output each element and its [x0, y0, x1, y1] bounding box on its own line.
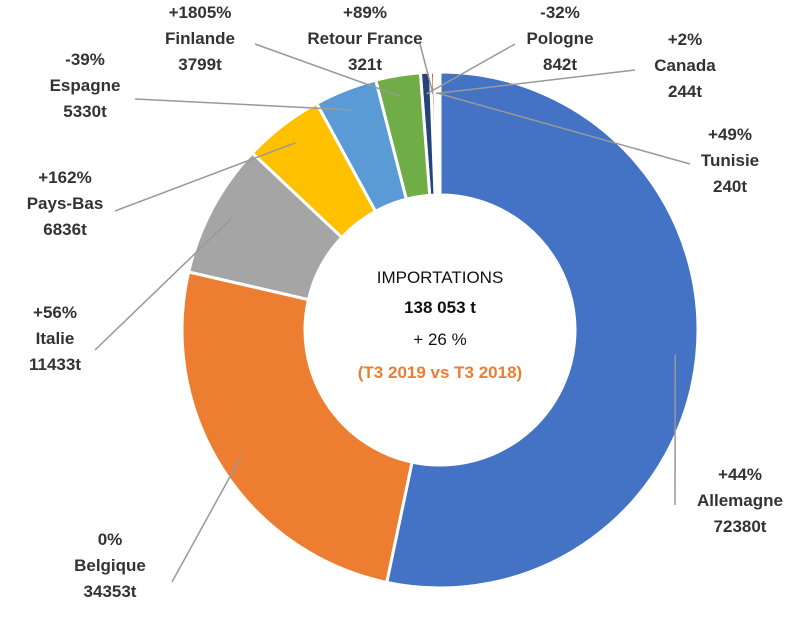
slice-label: 321t: [348, 55, 382, 74]
slice-label: +89%: [343, 3, 387, 22]
center-change: + 26 %: [413, 330, 466, 349]
slice-label: Canada: [654, 56, 716, 75]
slice-label: Belgique: [74, 556, 146, 575]
slice-label: 34353t: [84, 582, 137, 601]
slice-label: 6836t: [43, 220, 87, 239]
slice-label: 842t: [543, 55, 577, 74]
slice-label: +56%: [33, 303, 77, 322]
slice-label: -39%: [65, 50, 105, 69]
center-total: 138 053 t: [404, 298, 476, 317]
slice-label: +2%: [668, 30, 703, 49]
leader-line: [172, 457, 241, 582]
slice-label: +49%: [708, 125, 752, 144]
slice-label: +44%: [718, 465, 762, 484]
slice-label: Italie: [36, 329, 75, 348]
slice-label: +162%: [38, 168, 91, 187]
slice-label: 0%: [98, 530, 123, 549]
center-period: (T3 2019 vs T3 2018): [358, 363, 522, 382]
slice-label: Espagne: [50, 76, 121, 95]
center-title: IMPORTATIONS: [377, 268, 504, 287]
slice-label: Pologne: [526, 29, 593, 48]
slice-label: 240t: [713, 177, 747, 196]
slice-label: Finlande: [165, 29, 235, 48]
slice: [182, 272, 412, 582]
slice-label: 244t: [668, 82, 702, 101]
slice-label: Allemagne: [697, 491, 783, 510]
slice-label: Retour France: [307, 29, 422, 48]
slice-label: 72380t: [714, 517, 767, 536]
slice-label: 3799t: [178, 55, 222, 74]
slice-label: Tunisie: [701, 151, 759, 170]
slice-label: +1805%: [169, 3, 232, 22]
slice-label: 11433t: [29, 355, 81, 374]
slice-label: -32%: [540, 3, 580, 22]
slice-label: Pays-Bas: [27, 194, 104, 213]
slice-label: 5330t: [63, 102, 107, 121]
